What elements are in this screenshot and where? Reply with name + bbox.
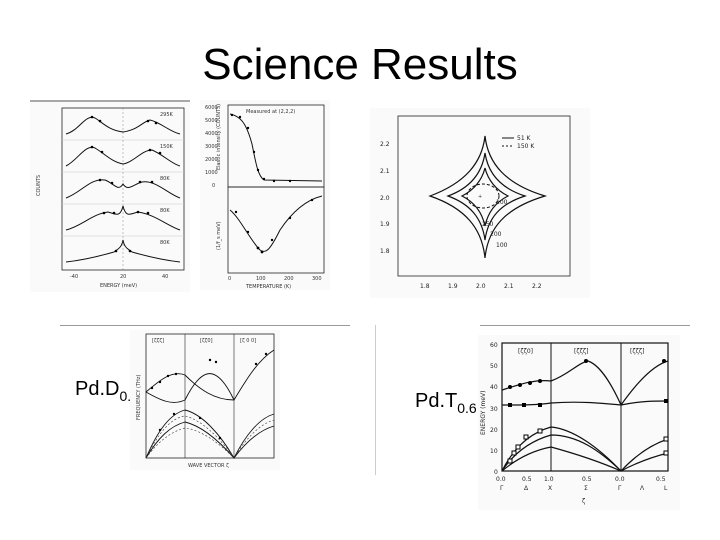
x-axis-label: ζ [582,498,585,505]
y-axis-label: FREQUENCY (THz) [136,375,142,420]
y-tick: 2000 [205,157,218,163]
label-pd-t: Pd.T0.6 [415,390,477,416]
contour-label: 250 [482,221,494,228]
legend-solid: 51 K [517,135,532,142]
x-axis-label: ENERGY (meV) [100,283,137,289]
y-axis-label: ENERGY (meV) [480,391,487,435]
slide-title: Science Results [202,40,518,89]
legend-dashed: 150 K [517,143,535,150]
y-axis-label: COUNTS [36,175,42,196]
y-tick: 30 [490,406,498,413]
panel-temp: 80K [160,240,170,246]
y-tick: 10 [490,448,498,455]
x-tick: 2.1 [504,283,514,290]
y-tick: 2.0 [380,195,390,202]
symmetry-point: L [664,485,668,492]
symmetry-point: Δ [524,485,529,492]
figure-energy-dispersion: [ζζ0] [ζζζ] [ζζζ] 60 50 40 30 20 10 0 EN… [478,335,680,510]
figure-elastic-intensity: Measured at (2,2,2) 6000 5000 4000 3000 … [200,100,330,290]
symmetry-point: Σ [584,485,588,492]
symmetry-point: Γ [500,485,504,492]
y-axis-label: Elastic intensity (COUNTS) [216,104,222,170]
figure-contour-map: + 51 K 150 K 100 250 200 100 2.2 2.1 2.0… [370,108,590,298]
panel-temp: 295K [160,112,174,118]
contour-label: 100 [496,199,508,206]
y-tick: 6000 [205,105,218,111]
legend-text: Measured at (2,2,2) [246,109,295,115]
separator-line [375,325,376,475]
symmetry-point: X [548,485,552,492]
x-tick: 0.5 [656,476,666,483]
y-tick: 40 [490,384,498,391]
y-tick: 5000 [205,118,218,124]
y2-axis-label: (1/f_s meV) [216,221,222,250]
section-label: [ζζζ] [574,348,588,355]
section-label: [ζζ0] [518,348,533,355]
x-tick: 2.2 [532,283,542,290]
x-tick: 20 [120,274,126,280]
contour-label: 200 [490,231,502,238]
svg-text:+: + [478,194,482,200]
x-axis-label: WAVE VECTOR ζ [188,463,229,469]
y-tick: 1.9 [380,221,390,228]
y-tick: 50 [490,363,498,370]
figure-phonon-dispersion: [ζζζ] [ζζ0] [ζ 0 0] FREQUENCY (THz) WAVE… [130,330,280,470]
x-axis-label: TEMPERATURE (K) [245,284,291,290]
x-tick: 300 [312,276,322,282]
section-label: [ζζ0] [200,338,213,344]
figure-neutron-spectra: 295K 150K 80K 80K 80K COUNTS -40 20 40 E… [30,100,190,292]
panel-temp: 80K [160,176,170,182]
section-label: [ζ 0 0] [240,338,256,344]
x-tick: 100 [256,276,266,282]
x-tick: -40 [70,274,78,280]
y-tick: 3000 [205,144,218,150]
panel-temp: 150K [160,144,174,150]
x-tick: 200 [284,276,294,282]
x-tick: 1.9 [448,283,458,290]
x-tick: 1.0 [544,476,554,483]
symmetry-point: Λ [640,485,645,492]
y-tick: 1000 [205,170,218,176]
y-tick: 1.8 [380,248,390,255]
x-tick: 40 [162,274,168,280]
y-tick: 4000 [205,131,218,137]
separator-line [480,325,690,326]
y-tick: 0 [494,469,498,476]
y-tick: 60 [490,342,498,349]
x-tick: 2.0 [476,283,486,290]
contour-label: 100 [496,242,508,249]
x-tick: 0.0 [496,476,506,483]
y-tick: 2.1 [380,168,390,175]
y-tick: 2.2 [380,141,390,148]
separator-line [60,325,350,326]
x-tick: 0.5 [582,476,592,483]
x-tick: 0.5 [522,476,532,483]
x-tick: 0.0 [615,476,625,483]
panel-temp: 80K [160,208,170,214]
section-label: [ζζζ] [152,338,164,344]
y-tick: 20 [490,427,498,434]
x-tick: 1.8 [420,283,430,290]
symmetry-point: Γ [618,485,622,492]
x-tick: 0 [228,276,231,282]
section-label: [ζζζ] [630,348,644,355]
y-tick: 0 [212,183,215,189]
